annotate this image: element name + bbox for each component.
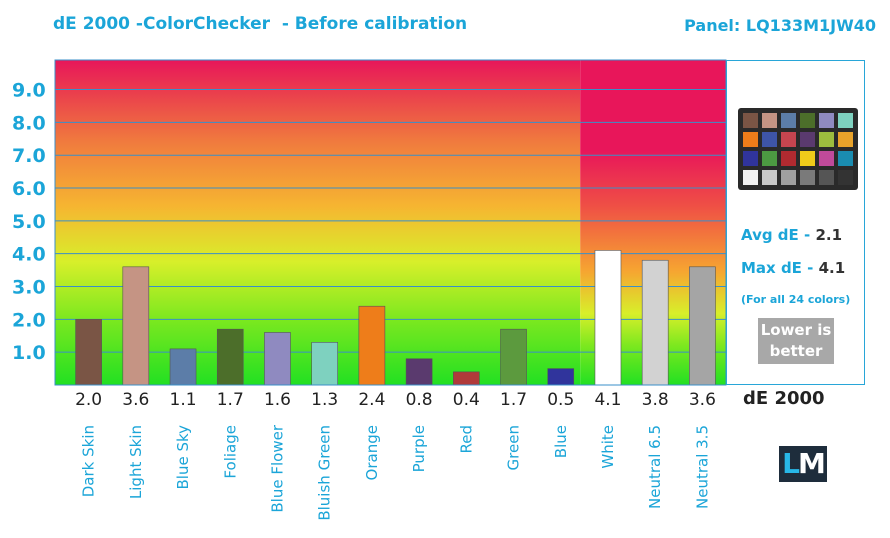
max-de-label: Max dE -: [741, 259, 819, 277]
x-tick-label: Blue: [552, 425, 570, 458]
all-colors-note: (For all 24 colors): [741, 293, 851, 306]
x-tick-label: Purple: [410, 425, 428, 472]
y-tick-label: 1.0: [12, 342, 46, 364]
bar: [169, 348, 197, 386]
x-tick-label: Red: [457, 425, 475, 454]
bar: [405, 358, 433, 386]
value-label: 0.5: [547, 390, 574, 410]
value-label: 1.7: [500, 390, 527, 410]
value-label: 1.3: [311, 390, 338, 410]
value-label: 2.0: [75, 390, 102, 410]
bar: [122, 266, 150, 386]
y-tick-label: 2.0: [12, 309, 46, 331]
x-tick-label: Orange: [363, 425, 381, 480]
value-label: 3.6: [122, 390, 149, 410]
x-tick-label: Blue Flower: [268, 424, 286, 512]
y-tick-label: 5.0: [12, 211, 46, 233]
avg-de-value: 2.1: [815, 226, 843, 244]
x-tick-label: Blue Sky: [174, 425, 192, 490]
lower-line-2: better: [769, 342, 823, 360]
x-tick-label: Light Skin: [127, 425, 145, 499]
bar: [358, 305, 386, 386]
checker-patch: [762, 151, 777, 166]
x-tick-label: Green: [505, 425, 523, 470]
checker-patch: [800, 170, 815, 185]
checker-patch: [800, 132, 815, 147]
value-label: 0.8: [406, 390, 433, 410]
checker-patch: [781, 151, 796, 166]
max-de-value: 4.1: [818, 259, 846, 277]
bar: [311, 342, 338, 386]
checker-patch: [838, 113, 853, 128]
panel-label: Panel: LQ133M1JW40: [684, 16, 876, 35]
bar: [594, 250, 622, 386]
lower-is-better-badge: Lower is better: [758, 318, 834, 364]
checker-patch: [838, 170, 853, 185]
lower-line-1: Lower is: [760, 321, 832, 339]
checker-patch: [781, 170, 796, 185]
checker-patch: [762, 113, 777, 128]
avg-de-label: Avg dE -: [741, 226, 816, 244]
bar: [547, 368, 575, 386]
checker-patch: [743, 132, 758, 147]
y-tick-label: 4.0: [12, 244, 46, 266]
value-label: 3.6: [689, 390, 716, 410]
bar: [641, 259, 669, 386]
value-label: 3.8: [642, 390, 669, 410]
value-label: 1.6: [264, 390, 291, 410]
checker-patch: [743, 113, 758, 128]
bar: [264, 332, 291, 386]
value-label: 4.1: [594, 390, 621, 410]
value-label: 1.1: [170, 390, 197, 410]
x-tick-label: White: [599, 425, 617, 469]
value-label: 0.4: [453, 390, 480, 410]
y-tick-label: 3.0: [12, 277, 46, 299]
checker-patch: [800, 151, 815, 166]
x-tick-label: Bluish Green: [316, 425, 334, 521]
x-tick-label: Dark Skin: [80, 425, 98, 497]
metric-label: dE 2000: [743, 388, 825, 409]
checker-patch: [743, 151, 758, 166]
checker-patch: [781, 113, 796, 128]
checker-patch: [762, 132, 777, 147]
avg-de: Avg dE - 2.1: [741, 226, 842, 244]
y-tick-label: 6.0: [12, 178, 46, 200]
checker-patch: [743, 170, 758, 185]
checker-patch: [781, 132, 796, 147]
checker-patch: [762, 170, 777, 185]
checker-patch: [838, 132, 853, 147]
checker-patch: [838, 151, 853, 166]
y-tick-label: 9.0: [12, 80, 46, 102]
bar: [216, 328, 244, 386]
x-tick-label: Neutral 6.5: [646, 425, 664, 509]
x-tick-label: Foliage: [221, 425, 239, 479]
chart-title: dE 2000 -ColorChecker - Before calibrati…: [53, 14, 468, 34]
value-label: 2.4: [358, 390, 385, 410]
x-tick-label: Neutral 3.5: [693, 425, 711, 509]
bar: [689, 266, 716, 386]
checker-patch: [819, 132, 834, 147]
max-de: Max dE - 4.1: [741, 259, 845, 277]
bar: [75, 319, 102, 386]
bar: [453, 371, 480, 386]
colorchecker-image: [738, 108, 858, 190]
lm-logo: LM: [779, 446, 827, 482]
checker-patch: [819, 113, 834, 128]
y-tick-label: 7.0: [12, 145, 46, 167]
bar: [500, 328, 527, 386]
checker-patch: [819, 151, 834, 166]
checker-patch: [800, 113, 815, 128]
value-label: 1.7: [217, 390, 244, 410]
checker-patch: [819, 170, 834, 185]
y-tick-label: 8.0: [12, 112, 46, 134]
